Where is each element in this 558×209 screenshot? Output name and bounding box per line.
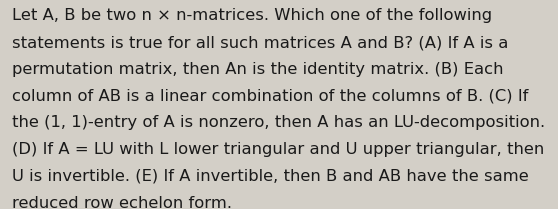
Text: permutation matrix, then An is the identity matrix. (B) Each: permutation matrix, then An is the ident… [12, 62, 504, 77]
Text: the (1, 1)-entry of A is nonzero, then A has an LU-decomposition.: the (1, 1)-entry of A is nonzero, then A… [12, 115, 545, 130]
Text: reduced row echelon form.: reduced row echelon form. [12, 196, 232, 209]
Text: statements is true for all such matrices A and B? (A) If A is a: statements is true for all such matrices… [12, 35, 509, 50]
Text: U is invertible. (E) If A invertible, then B and AB have the same: U is invertible. (E) If A invertible, th… [12, 169, 529, 184]
Text: (D) If A = LU with L lower triangular and U upper triangular, then: (D) If A = LU with L lower triangular an… [12, 142, 545, 157]
Text: Let A, B be two n × n-matrices. Which one of the following: Let A, B be two n × n-matrices. Which on… [12, 8, 492, 23]
Text: column of AB is a linear combination of the columns of B. (C) If: column of AB is a linear combination of … [12, 89, 528, 104]
